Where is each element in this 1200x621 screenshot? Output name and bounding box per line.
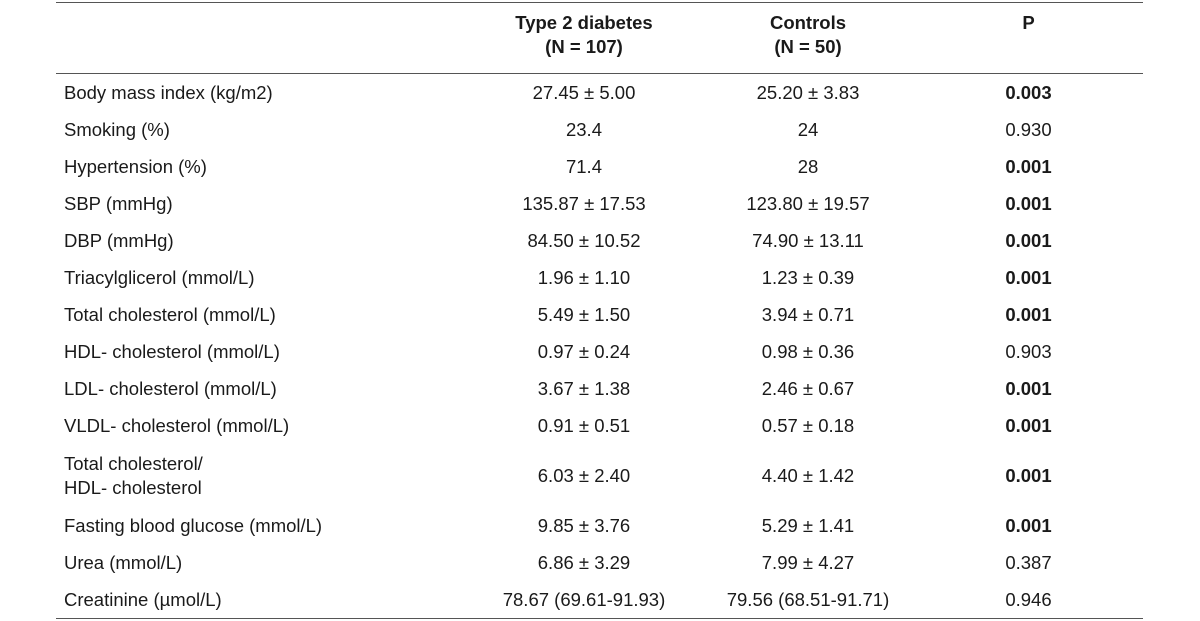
data-table: Type 2 diabetes (N = 107) Controls (N = … xyxy=(56,2,1143,619)
p-value: 0.903 xyxy=(1005,340,1052,362)
table-row: LDL- cholesterol (mmol/L) 3.67 ± 1.38 2.… xyxy=(56,370,1143,407)
controls-value: 0.57 ± 0.18 xyxy=(761,414,855,436)
row-label: LDL- cholesterol (mmol/L) xyxy=(64,377,277,399)
row-label: Fasting blood glucose (mmol/L) xyxy=(64,514,323,536)
p-value: 0.001 xyxy=(1005,414,1052,436)
controls-value: 24 xyxy=(797,118,819,140)
controls-value: 25.20 ± 3.83 xyxy=(756,81,860,103)
table-row: Fasting blood glucose (mmol/L) 9.85 ± 3.… xyxy=(56,507,1143,544)
table-body: Body mass index (kg/m2) 27.45 ± 5.00 25.… xyxy=(56,74,1143,619)
table-row: Creatinine (µmol/L) 78.67 (69.61-91.93) … xyxy=(56,581,1143,619)
p-value: 0.001 xyxy=(1005,229,1052,251)
type2-diabetes-value: 27.45 ± 5.00 xyxy=(532,81,636,103)
header-p-value: P xyxy=(914,3,1143,74)
controls-value: 79.56 (68.51-91.71) xyxy=(726,588,890,610)
p-value: 0.001 xyxy=(1005,464,1052,486)
row-label: Triacylglicerol (mmol/L) xyxy=(64,266,255,288)
p-value: 0.001 xyxy=(1005,377,1052,399)
table-row: Total cholesterol (mmol/L) 5.49 ± 1.50 3… xyxy=(56,296,1143,333)
p-value: 0.001 xyxy=(1005,155,1052,177)
type2-diabetes-value: 5.49 ± 1.50 xyxy=(537,303,631,325)
type2-diabetes-value: 6.03 ± 2.40 xyxy=(537,464,631,486)
controls-value: 28 xyxy=(797,155,819,177)
header-empty xyxy=(56,3,466,74)
controls-value: 2.46 ± 0.67 xyxy=(761,377,855,399)
type2-diabetes-value: 71.4 xyxy=(565,155,602,177)
table-row: DBP (mmHg) 84.50 ± 10.52 74.90 ± 13.11 0… xyxy=(56,222,1143,259)
header-row: Type 2 diabetes (N = 107) Controls (N = … xyxy=(56,2,1143,74)
row-label: Smoking (%) xyxy=(64,118,170,140)
row-label: Creatinine (µmol/L) xyxy=(64,588,222,610)
p-value: 0.001 xyxy=(1005,266,1052,288)
table-row: SBP (mmHg) 135.87 ± 17.53 123.80 ± 19.57… xyxy=(56,185,1143,222)
controls-value: 5.29 ± 1.41 xyxy=(761,514,855,536)
header-type2-diabetes-n: (N = 107) xyxy=(545,36,623,57)
p-value: 0.001 xyxy=(1005,514,1052,536)
type2-diabetes-value: 9.85 ± 3.76 xyxy=(537,514,631,536)
row-label: HDL- cholesterol (mmol/L) xyxy=(64,340,280,362)
table-row: Smoking (%) 23.4 24 0.930 xyxy=(56,111,1143,148)
table-row: HDL- cholesterol (mmol/L) 0.97 ± 0.24 0.… xyxy=(56,333,1143,370)
row-label: Total cholesterol/ HDL- cholesterol xyxy=(56,444,466,507)
p-value: 0.930 xyxy=(1005,118,1052,140)
table-row: VLDL- cholesterol (mmol/L) 0.91 ± 0.51 0… xyxy=(56,407,1143,444)
header-type2-diabetes-title: Type 2 diabetes xyxy=(515,12,653,33)
type2-diabetes-value: 6.86 ± 3.29 xyxy=(537,551,631,573)
p-value: 0.001 xyxy=(1005,303,1052,325)
type2-diabetes-value: 1.96 ± 1.10 xyxy=(537,266,631,288)
row-label: Urea (mmol/L) xyxy=(64,551,183,573)
table-row: Total cholesterol/ HDL- cholesterol 6.03… xyxy=(56,444,1143,507)
controls-value: 3.94 ± 0.71 xyxy=(761,303,855,325)
type2-diabetes-value: 23.4 xyxy=(565,118,602,140)
controls-value: 4.40 ± 1.42 xyxy=(761,464,855,486)
p-value: 0.946 xyxy=(1005,588,1052,610)
header-p-label: P xyxy=(1022,12,1035,33)
type2-diabetes-value: 78.67 (69.61-91.93) xyxy=(502,588,666,610)
data-table-container: Type 2 diabetes (N = 107) Controls (N = … xyxy=(56,2,1143,619)
table-row: Body mass index (kg/m2) 27.45 ± 5.00 25.… xyxy=(56,74,1143,112)
header-controls-title: Controls xyxy=(769,12,847,33)
header-type2-diabetes: Type 2 diabetes (N = 107) xyxy=(466,3,702,74)
row-label-line-1: Total cholesterol/ xyxy=(64,452,203,474)
controls-value: 1.23 ± 0.39 xyxy=(761,266,855,288)
row-label: DBP (mmHg) xyxy=(64,229,174,251)
table-header: Type 2 diabetes (N = 107) Controls (N = … xyxy=(56,2,1143,74)
controls-value: 0.98 ± 0.36 xyxy=(761,340,855,362)
header-controls: Controls (N = 50) xyxy=(702,3,914,74)
controls-value: 74.90 ± 13.11 xyxy=(752,229,864,251)
controls-value: 123.80 ± 19.57 xyxy=(746,192,870,214)
row-label: Hypertension (%) xyxy=(64,155,207,177)
type2-diabetes-value: 0.91 ± 0.51 xyxy=(537,414,631,436)
type2-diabetes-value: 3.67 ± 1.38 xyxy=(537,377,631,399)
controls-value: 7.99 ± 4.27 xyxy=(761,551,855,573)
type2-diabetes-value: 84.50 ± 10.52 xyxy=(527,229,641,251)
table-row: Triacylglicerol (mmol/L) 1.96 ± 1.10 1.2… xyxy=(56,259,1143,296)
type2-diabetes-value: 135.87 ± 17.53 xyxy=(522,192,646,214)
p-value: 0.387 xyxy=(1005,551,1052,573)
p-value: 0.001 xyxy=(1005,192,1052,214)
table-row: Urea (mmol/L) 6.86 ± 3.29 7.99 ± 4.27 0.… xyxy=(56,544,1143,581)
row-label: SBP (mmHg) xyxy=(64,192,173,214)
row-label: Body mass index (kg/m2) xyxy=(64,81,273,103)
row-label: VLDL- cholesterol (mmol/L) xyxy=(64,414,290,436)
table-row: Hypertension (%) 71.4 28 0.001 xyxy=(56,148,1143,185)
type2-diabetes-value: 0.97 ± 0.24 xyxy=(537,340,631,362)
header-controls-n: (N = 50) xyxy=(774,36,842,57)
row-label-line-2: HDL- cholesterol xyxy=(64,476,202,498)
p-value: 0.003 xyxy=(1005,81,1052,103)
row-label: Total cholesterol (mmol/L) xyxy=(64,303,276,325)
